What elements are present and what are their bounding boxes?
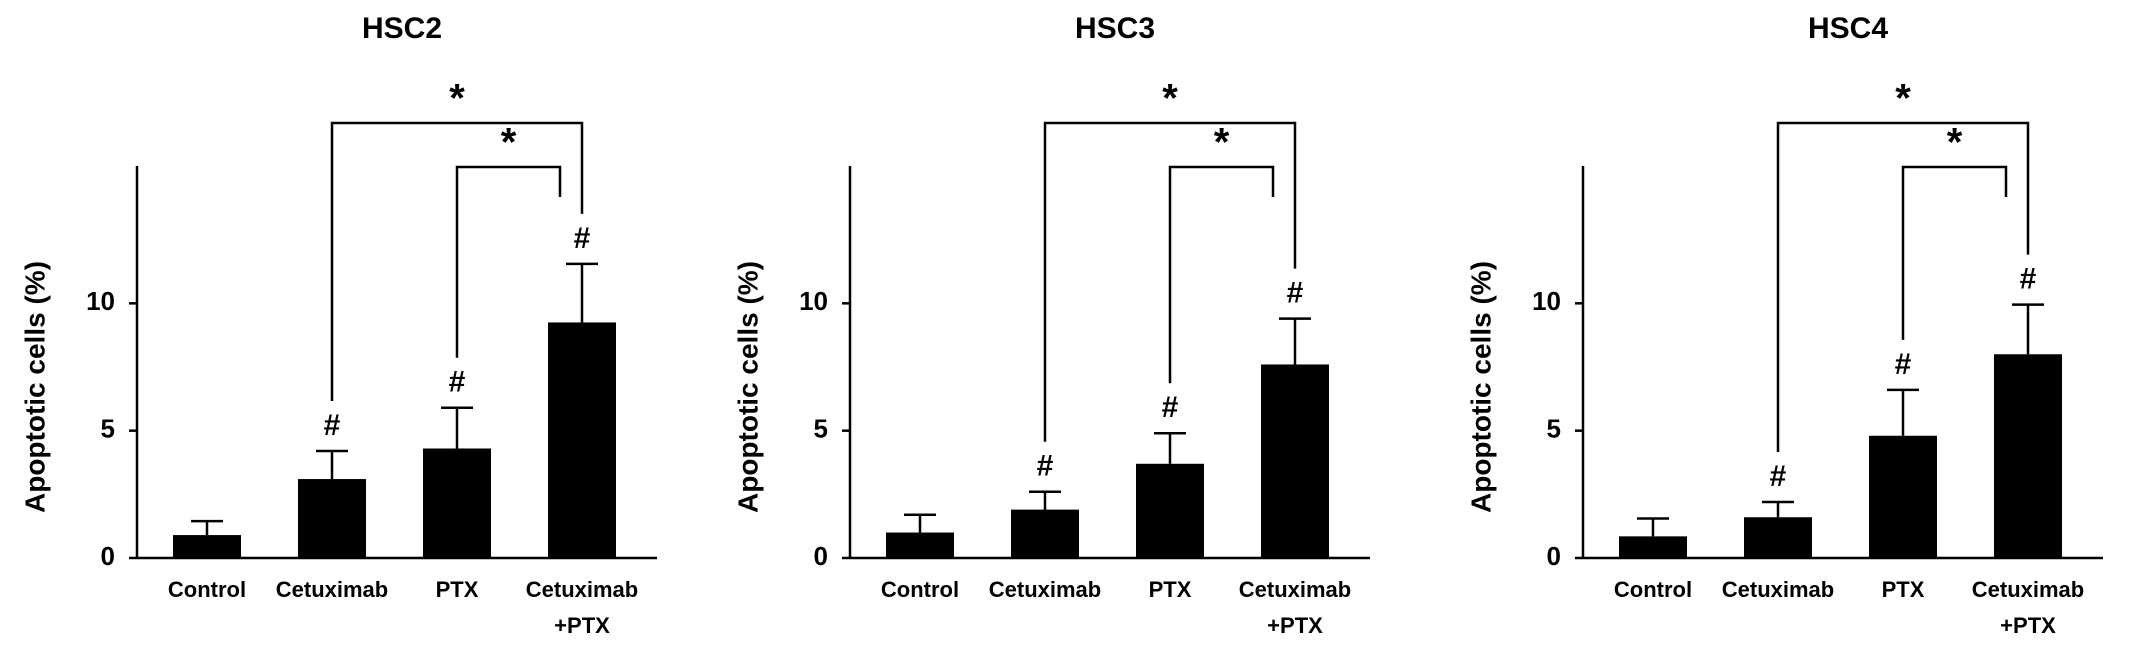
- x-tick-label-box: PTX: [435, 577, 479, 602]
- y-axis-label: Apoptotic cells (%): [1465, 261, 1496, 513]
- significance-bracket: [1901, 165, 2008, 340]
- bar: [1261, 364, 1329, 558]
- x-tick-label: Cetuximab: [275, 577, 389, 602]
- x-tick-label: Control: [1613, 577, 1693, 602]
- x-tick-label: PTX: [435, 577, 479, 602]
- significance-bracket: [1776, 121, 2030, 452]
- y-tick-label: 0: [1547, 541, 1561, 571]
- significance-label: *: [1214, 121, 1230, 165]
- y-tick-label: 0: [101, 541, 115, 571]
- x-tick-label: Cetuximab +PTX: [525, 577, 639, 638]
- significance-label: *: [449, 77, 465, 121]
- y-tick-label: 5: [101, 414, 115, 444]
- y-tick-label: 10: [1532, 286, 1561, 316]
- significance-marker: #: [1162, 391, 1179, 424]
- x-tick-label: Cetuximab: [988, 577, 1102, 602]
- significance-marker: #: [1037, 450, 1054, 483]
- x-tick-label: PTX: [1881, 577, 1925, 602]
- bar: [423, 448, 491, 558]
- bar: [1994, 354, 2062, 558]
- significance-marker: #: [1895, 348, 1912, 381]
- significance-label: *: [1947, 121, 1963, 165]
- bar: [1744, 517, 1812, 558]
- bar: [1136, 463, 1204, 558]
- x-tick-label: Control: [880, 577, 960, 602]
- y-tick-label: 0: [814, 541, 828, 571]
- bar: [1869, 435, 1937, 558]
- significance-bracket: [330, 121, 584, 402]
- x-tick-label-box: Cetuximab: [988, 577, 1102, 602]
- x-tick-label-box: Cetuximab +PTX: [525, 577, 639, 638]
- significance-bracket: [455, 165, 562, 358]
- x-tick-label: Cetuximab +PTX: [1238, 577, 1352, 638]
- chart-title: HSC2: [362, 12, 442, 45]
- significance-marker: #: [574, 222, 591, 255]
- significance-marker: #: [2020, 263, 2037, 296]
- significance-label: *: [501, 121, 517, 165]
- significance-marker: #: [1287, 277, 1304, 310]
- bar: [548, 322, 616, 558]
- x-tick-label-box: Control: [167, 577, 247, 602]
- x-tick-label: Control: [167, 577, 247, 602]
- x-tick-label-box: Control: [880, 577, 960, 602]
- x-tick-label-box: PTX: [1881, 577, 1925, 602]
- x-tick-label-box: Control: [1613, 577, 1693, 602]
- y-axis-label: Apoptotic cells (%): [19, 261, 50, 513]
- y-tick-label: 10: [799, 286, 828, 316]
- chart-title: HSC4: [1808, 12, 1888, 45]
- y-tick-label: 5: [814, 414, 828, 444]
- x-tick-label-box: Cetuximab: [275, 577, 389, 602]
- bar: [1011, 509, 1079, 558]
- y-axis-label: Apoptotic cells (%): [732, 261, 763, 513]
- chart-title: HSC3: [1075, 12, 1155, 45]
- x-tick-label-box: Cetuximab +PTX: [1971, 577, 2085, 638]
- bar: [173, 535, 241, 558]
- significance-bracket: [1043, 121, 1297, 442]
- significance-marker: #: [1770, 460, 1787, 493]
- x-tick-label-box: Cetuximab +PTX: [1238, 577, 1352, 638]
- bar: [298, 479, 366, 558]
- significance-marker: #: [449, 366, 466, 399]
- x-tick-label: PTX: [1148, 577, 1192, 602]
- x-tick-label-box: PTX: [1148, 577, 1192, 602]
- bar: [1619, 536, 1687, 558]
- significance-label: *: [1895, 77, 1911, 121]
- significance-label: *: [1162, 77, 1178, 121]
- x-tick-label-box: Cetuximab: [1721, 577, 1835, 602]
- significance-bracket: [1168, 165, 1275, 384]
- y-tick-label: 5: [1547, 414, 1561, 444]
- significance-marker: #: [324, 409, 341, 442]
- x-tick-label: Cetuximab +PTX: [1971, 577, 2085, 638]
- y-tick-label: 10: [86, 286, 115, 316]
- x-tick-label: Cetuximab: [1721, 577, 1835, 602]
- bar: [886, 532, 954, 558]
